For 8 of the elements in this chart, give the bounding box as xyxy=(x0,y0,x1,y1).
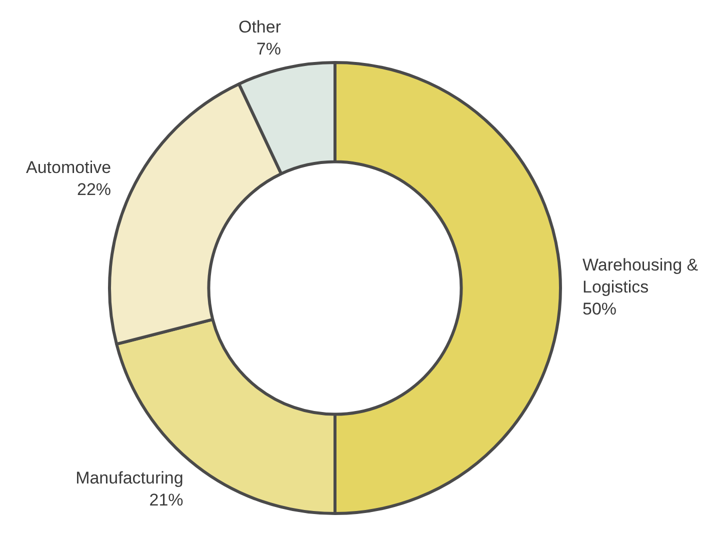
slice-label: Automotive xyxy=(26,158,112,177)
slice-label: Warehousing & Logistics xyxy=(582,256,699,297)
data-label: 50% xyxy=(582,300,617,319)
data-label: 21% xyxy=(149,490,184,510)
data-label: 22% xyxy=(77,180,112,199)
slice-label: Manufacturing xyxy=(76,468,184,488)
slice-label: Other xyxy=(238,17,282,36)
data-label: 7% xyxy=(256,39,282,58)
